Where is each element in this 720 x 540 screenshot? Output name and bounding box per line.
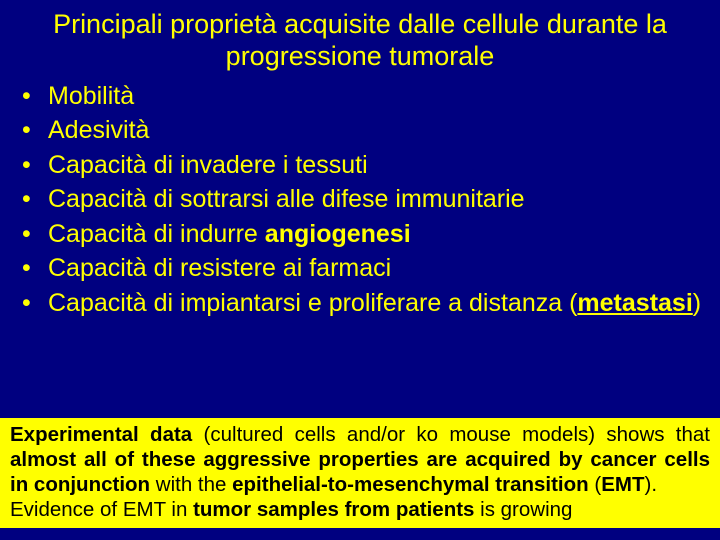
note-text: ).: [645, 473, 658, 496]
note-text: (cultured cells and/or ko mouse models) …: [192, 423, 710, 446]
note-text: EMT: [601, 473, 644, 496]
bullet-bold-underline: metastasi: [577, 289, 692, 317]
note-paragraph-2: Evidence of EMT in tumor samples from pa…: [10, 497, 710, 522]
list-item: Capacità di invadere i tessuti: [20, 148, 708, 183]
bullet-text: Mobilità: [48, 82, 134, 110]
list-item: Capacità di indurre angiogenesi: [20, 217, 708, 252]
note-text: epithelial-to-mesenchymal transition: [232, 473, 589, 496]
note-box: Experimental data (cultured cells and/or…: [0, 418, 720, 528]
bullet-text-post: ): [693, 289, 701, 317]
note-text: is growing: [474, 498, 572, 521]
bullet-text: Adesività: [48, 116, 149, 144]
note-text: (: [589, 473, 602, 496]
slide-title: Principali proprietà acquisite dalle cel…: [12, 8, 708, 73]
bullet-text: Capacità di invadere i tessuti: [48, 151, 368, 179]
bullet-text-pre: Capacità di impiantarsi e proliferare a …: [48, 289, 577, 317]
note-text: with the: [150, 473, 232, 496]
list-item: Capacità di sottrarsi alle difese immuni…: [20, 182, 708, 217]
bullet-text: Capacità di sottrarsi alle difese immuni…: [48, 185, 525, 213]
list-item: Capacità di resistere ai farmaci: [20, 251, 708, 286]
list-item: Capacità di impiantarsi e proliferare a …: [20, 286, 708, 321]
slide: Principali proprietà acquisite dalle cel…: [0, 0, 720, 540]
note-text: tumor samples from patients: [193, 498, 474, 521]
list-item: Mobilità: [20, 79, 708, 114]
list-item: Adesività: [20, 113, 708, 148]
note-paragraph-1: Experimental data (cultured cells and/or…: [10, 422, 710, 497]
bullet-text: Capacità di resistere ai farmaci: [48, 254, 391, 282]
bullet-bold: angiogenesi: [265, 220, 411, 248]
note-text: Experimental data: [10, 423, 192, 446]
bullet-list: Mobilità Adesività Capacità di invadere …: [12, 79, 708, 321]
note-text: Evidence of EMT in: [10, 498, 193, 521]
bullet-text-pre: Capacità di indurre: [48, 220, 265, 248]
